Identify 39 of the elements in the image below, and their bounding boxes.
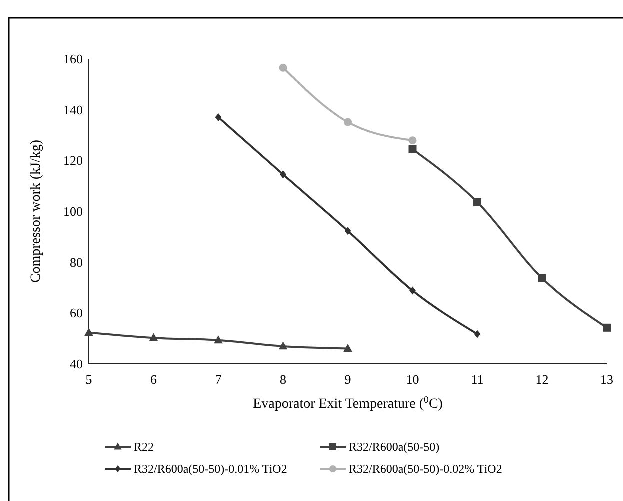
point xyxy=(408,145,417,154)
point xyxy=(344,118,352,126)
x-tick-label: 6 xyxy=(150,372,158,387)
point xyxy=(410,286,416,295)
point xyxy=(474,330,481,338)
x-tick-label: 5 xyxy=(86,372,92,387)
x-tick-label: 12 xyxy=(536,372,549,387)
point xyxy=(603,324,611,332)
y-tick-label: 80 xyxy=(70,254,83,270)
point xyxy=(474,198,482,206)
point xyxy=(344,344,352,352)
x-tick-label: 13 xyxy=(600,372,614,387)
legend-label: R22 xyxy=(134,440,154,454)
point xyxy=(278,342,288,350)
y-tick-label: 100 xyxy=(64,204,83,220)
y-tick-label: 40 xyxy=(70,356,83,372)
point xyxy=(215,113,222,122)
y-axis-title: Compressor work (kJ/kg) xyxy=(29,140,44,284)
point xyxy=(279,64,288,72)
x-tick-label: 7 xyxy=(215,372,222,387)
x-tick-label: 10 xyxy=(406,372,420,387)
point xyxy=(149,333,158,342)
x-tick-label: 8 xyxy=(280,372,286,387)
legend-label: R32/R600a(50-50)-0.01% TiO2 xyxy=(134,462,288,476)
x-tick-label: 9 xyxy=(344,372,352,387)
y-tick-label: 160 xyxy=(64,52,83,67)
point xyxy=(408,136,417,145)
legend-label: R32/R600a(50-50) xyxy=(349,440,440,454)
y-tick-label: 140 xyxy=(64,102,83,118)
y-tick-label: 120 xyxy=(64,153,83,168)
point xyxy=(280,170,286,179)
point xyxy=(214,336,223,344)
legend-label: R32/R600a(50-50)-0.02% TiO2 xyxy=(349,462,502,476)
point xyxy=(84,328,94,336)
point xyxy=(538,274,546,282)
x-axis-title: Evaporator Exit Temperature ($^{0}$C) xyxy=(253,394,444,412)
y-tick-label: 60 xyxy=(70,306,83,321)
x-tick-label: 11 xyxy=(471,372,484,387)
point xyxy=(344,227,352,236)
